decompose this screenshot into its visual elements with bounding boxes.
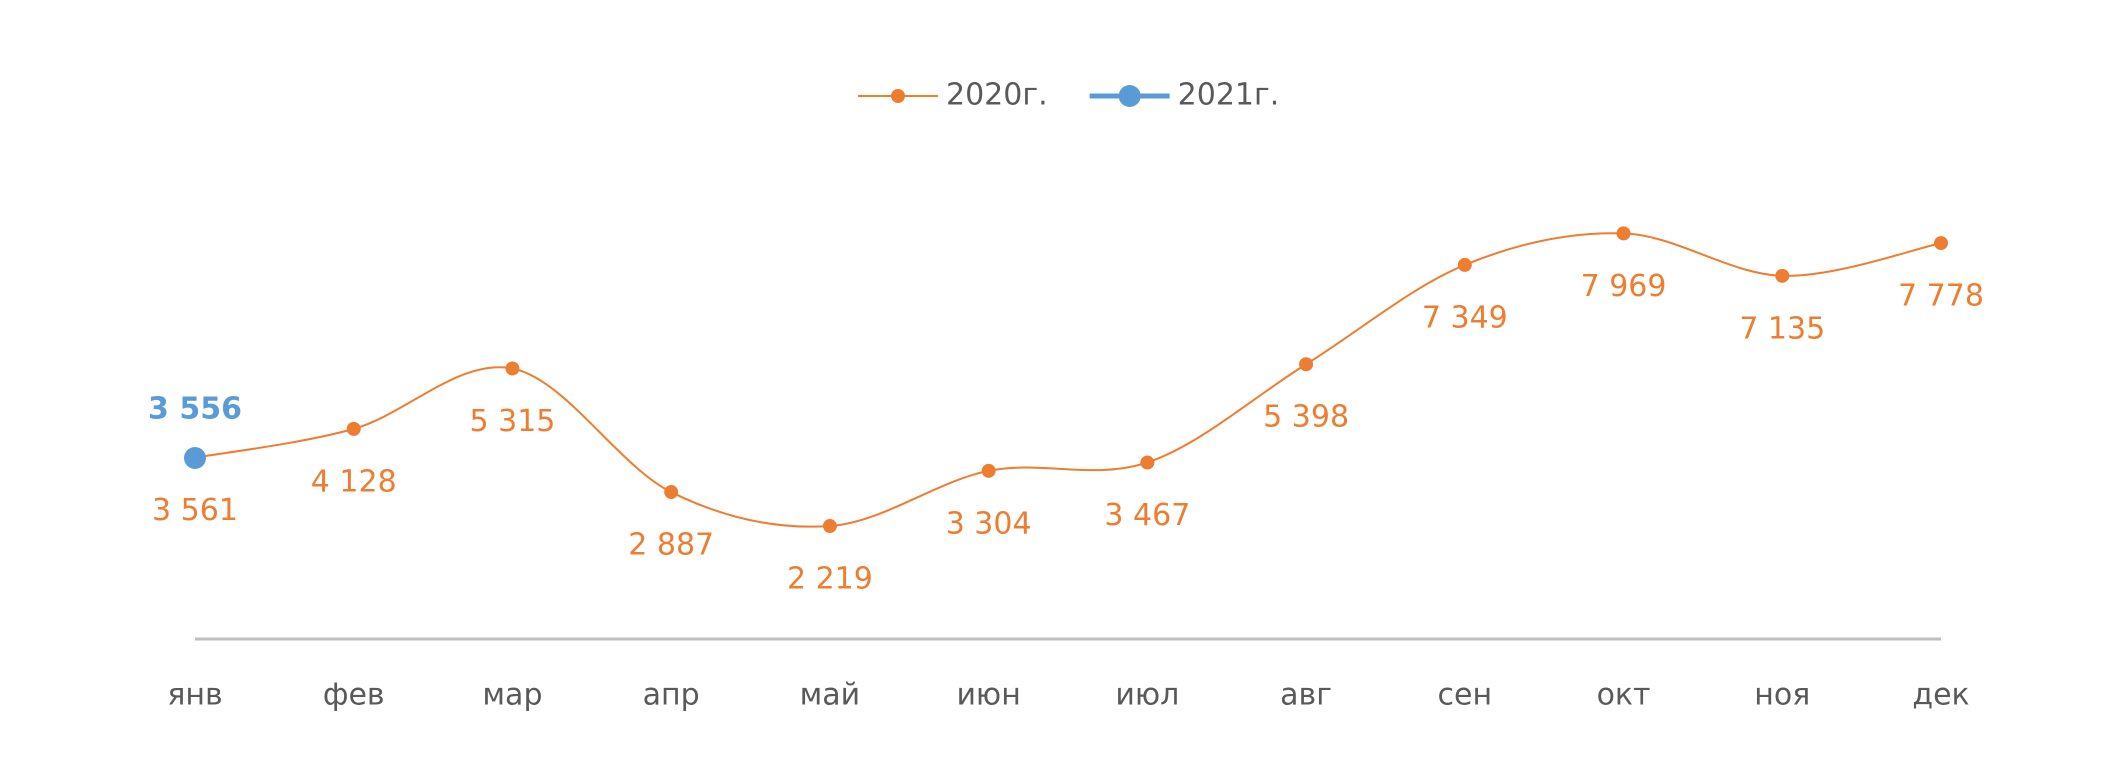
- x-tick-label: сен: [1438, 678, 1493, 713]
- data-label: 2 219: [787, 562, 873, 597]
- data-label: 3 467: [1104, 498, 1190, 533]
- x-tick-label: июн: [956, 678, 1020, 713]
- x-tick-label: окт: [1597, 678, 1651, 713]
- legend-marker: [1118, 85, 1141, 107]
- legend-marker: [891, 89, 905, 103]
- data-label: 3 556: [148, 391, 242, 426]
- data-label: 2 887: [628, 528, 714, 563]
- data-label: 7 135: [1739, 311, 1825, 346]
- x-tick-label: авг: [1280, 678, 1332, 713]
- data-point: [1616, 226, 1631, 241]
- legend-label: 2021г.: [1178, 78, 1280, 113]
- data-point: [1457, 257, 1472, 272]
- x-tick-label: янв: [167, 678, 222, 713]
- x-tick-label: ноя: [1754, 678, 1810, 713]
- data-point: [1775, 268, 1790, 283]
- x-tick-label: май: [800, 678, 861, 713]
- data-point: [664, 485, 679, 500]
- data-label: 7 969: [1581, 269, 1667, 304]
- data-point: [981, 463, 996, 478]
- data-label: 5 398: [1263, 400, 1349, 435]
- data-label: 7 349: [1422, 300, 1508, 335]
- data-point: [1140, 455, 1155, 470]
- data-point: [346, 421, 361, 436]
- data-label: 3 561: [152, 493, 238, 528]
- data-label: 5 315: [470, 404, 556, 439]
- data-point: [184, 446, 206, 469]
- data-label: 4 128: [311, 464, 397, 499]
- x-tick-label: фев: [323, 678, 385, 713]
- series-line: [194, 232, 1942, 528]
- x-tick-label: июл: [1115, 678, 1179, 713]
- x-tick-label: дек: [1912, 678, 1969, 713]
- data-point: [1934, 236, 1948, 251]
- legend-label: 2020г.: [946, 78, 1048, 113]
- data-point: [1299, 357, 1314, 372]
- x-tick-label: мар: [482, 678, 542, 713]
- data-label: 7 778: [1898, 279, 1984, 314]
- data-label: 3 304: [946, 506, 1032, 541]
- data-point: [505, 361, 520, 376]
- x-tick-label: апр: [643, 678, 700, 713]
- data-point: [822, 519, 837, 534]
